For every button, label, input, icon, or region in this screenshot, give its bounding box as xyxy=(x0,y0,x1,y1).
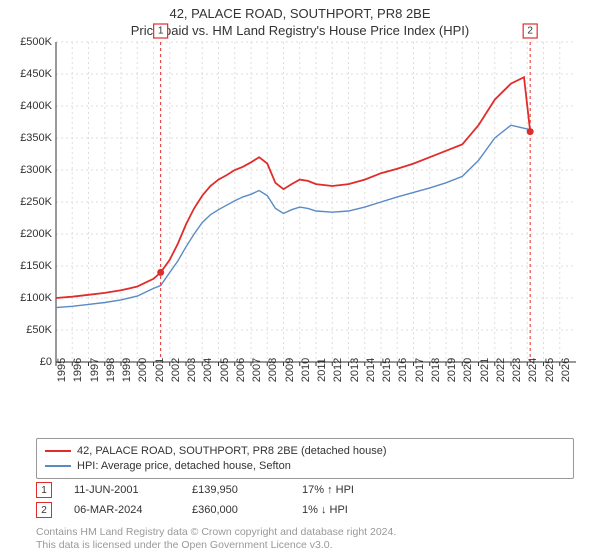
event-marker-dot xyxy=(157,269,164,276)
x-axis-tick: 2009 xyxy=(284,358,296,382)
y-axis-tick: £0 xyxy=(40,356,52,368)
footer-line-2: This data is licensed under the Open Gov… xyxy=(36,539,396,552)
event-marker-number: 2 xyxy=(527,26,533,37)
footer-text: Contains HM Land Registry data © Crown c… xyxy=(36,526,396,552)
y-axis-tick: £50K xyxy=(26,324,52,336)
y-axis-tick: £150K xyxy=(20,260,52,272)
event-marker-dot xyxy=(527,128,534,135)
x-axis-tick: 2024 xyxy=(527,358,539,382)
legend: 42, PALACE ROAD, SOUTHPORT, PR8 2BE (det… xyxy=(36,438,574,479)
y-axis-tick: £200K xyxy=(20,228,52,240)
event-row: 1 11-JUN-2001£139,95017% ↑ HPI xyxy=(36,480,392,500)
x-axis-tick: 2004 xyxy=(202,358,214,382)
x-axis-tick: 2021 xyxy=(479,358,491,382)
event-price: £139,950 xyxy=(192,484,302,496)
x-axis-tick: 1997 xyxy=(89,358,101,382)
event-price: £360,000 xyxy=(192,504,302,516)
x-axis-tick: 2017 xyxy=(414,358,426,382)
x-axis-tick: 2019 xyxy=(446,358,458,382)
x-axis-tick: 2013 xyxy=(349,358,361,382)
x-axis-tick: 2022 xyxy=(495,358,507,382)
y-axis-tick: £400K xyxy=(20,100,52,112)
x-axis-tick: 2016 xyxy=(397,358,409,382)
price-paid-series-line xyxy=(56,77,530,298)
x-axis-tick: 2018 xyxy=(430,358,442,382)
x-axis-tick: 2015 xyxy=(381,358,393,382)
legend-label: HPI: Average price, detached house, Seft… xyxy=(77,459,291,474)
x-axis-tick: 2012 xyxy=(332,358,344,382)
legend-item: 42, PALACE ROAD, SOUTHPORT, PR8 2BE (det… xyxy=(45,444,565,459)
x-axis-tick: 2005 xyxy=(219,358,231,382)
x-axis-tick: 2020 xyxy=(462,358,474,382)
x-axis-tick: 1995 xyxy=(56,358,68,382)
x-axis-tick: 2002 xyxy=(170,358,182,382)
legend-swatch xyxy=(45,465,71,467)
events-table: 1 11-JUN-2001£139,95017% ↑ HPI 2 06-MAR-202… xyxy=(36,480,392,520)
x-axis-tick: 2023 xyxy=(511,358,523,382)
y-axis-tick: £500K xyxy=(20,36,52,48)
x-axis-tick: 2025 xyxy=(544,358,556,382)
x-axis-tick: 2001 xyxy=(154,358,166,382)
x-axis-tick: 2003 xyxy=(186,358,198,382)
x-axis-tick: 2000 xyxy=(137,358,149,382)
x-axis-tick: 2026 xyxy=(560,358,572,382)
x-axis-tick: 2014 xyxy=(365,358,377,382)
event-marker-number: 1 xyxy=(158,26,164,37)
x-axis-tick: 1999 xyxy=(121,358,133,382)
legend-item: HPI: Average price, detached house, Seft… xyxy=(45,459,565,474)
event-hpi: 17% ↑ HPI xyxy=(302,484,392,496)
legend-swatch xyxy=(45,450,71,452)
event-number-box: 1 xyxy=(36,482,52,498)
x-axis-tick: 2011 xyxy=(316,358,328,382)
event-row: 2 06-MAR-2024£360,0001% ↓ HPI xyxy=(36,500,392,520)
y-axis-tick: £450K xyxy=(20,68,52,80)
line-chart: 12 £0 £50K £100K £150K £200K £250K £300K £350K £… xyxy=(0,42,600,402)
hpi-series-line xyxy=(56,125,530,307)
page-title-2: Price paid vs. HM Land Registry's House … xyxy=(0,23,600,38)
x-axis-tick: 2006 xyxy=(235,358,247,382)
footer-line-1: Contains HM Land Registry data © Crown c… xyxy=(36,526,396,539)
event-number-box: 2 xyxy=(36,502,52,518)
x-axis-tick: 1996 xyxy=(72,358,84,382)
page-title-1: 42, PALACE ROAD, SOUTHPORT, PR8 2BE xyxy=(0,6,600,21)
y-axis-tick: £250K xyxy=(20,196,52,208)
event-hpi: 1% ↓ HPI xyxy=(302,504,392,516)
y-axis-tick: £350K xyxy=(20,132,52,144)
y-axis-tick: £300K xyxy=(20,164,52,176)
legend-label: 42, PALACE ROAD, SOUTHPORT, PR8 2BE (det… xyxy=(77,444,387,459)
title-block: 42, PALACE ROAD, SOUTHPORT, PR8 2BE Pric… xyxy=(0,0,600,38)
y-axis-tick: £100K xyxy=(20,292,52,304)
x-axis-tick: 2007 xyxy=(251,358,263,382)
plot-area: 12 xyxy=(56,42,576,362)
x-axis-tick: 1998 xyxy=(105,358,117,382)
event-date: 06-MAR-2024 xyxy=(74,504,192,516)
x-axis-tick: 2010 xyxy=(300,358,312,382)
x-axis-tick: 2008 xyxy=(267,358,279,382)
event-date: 11-JUN-2001 xyxy=(74,484,192,496)
